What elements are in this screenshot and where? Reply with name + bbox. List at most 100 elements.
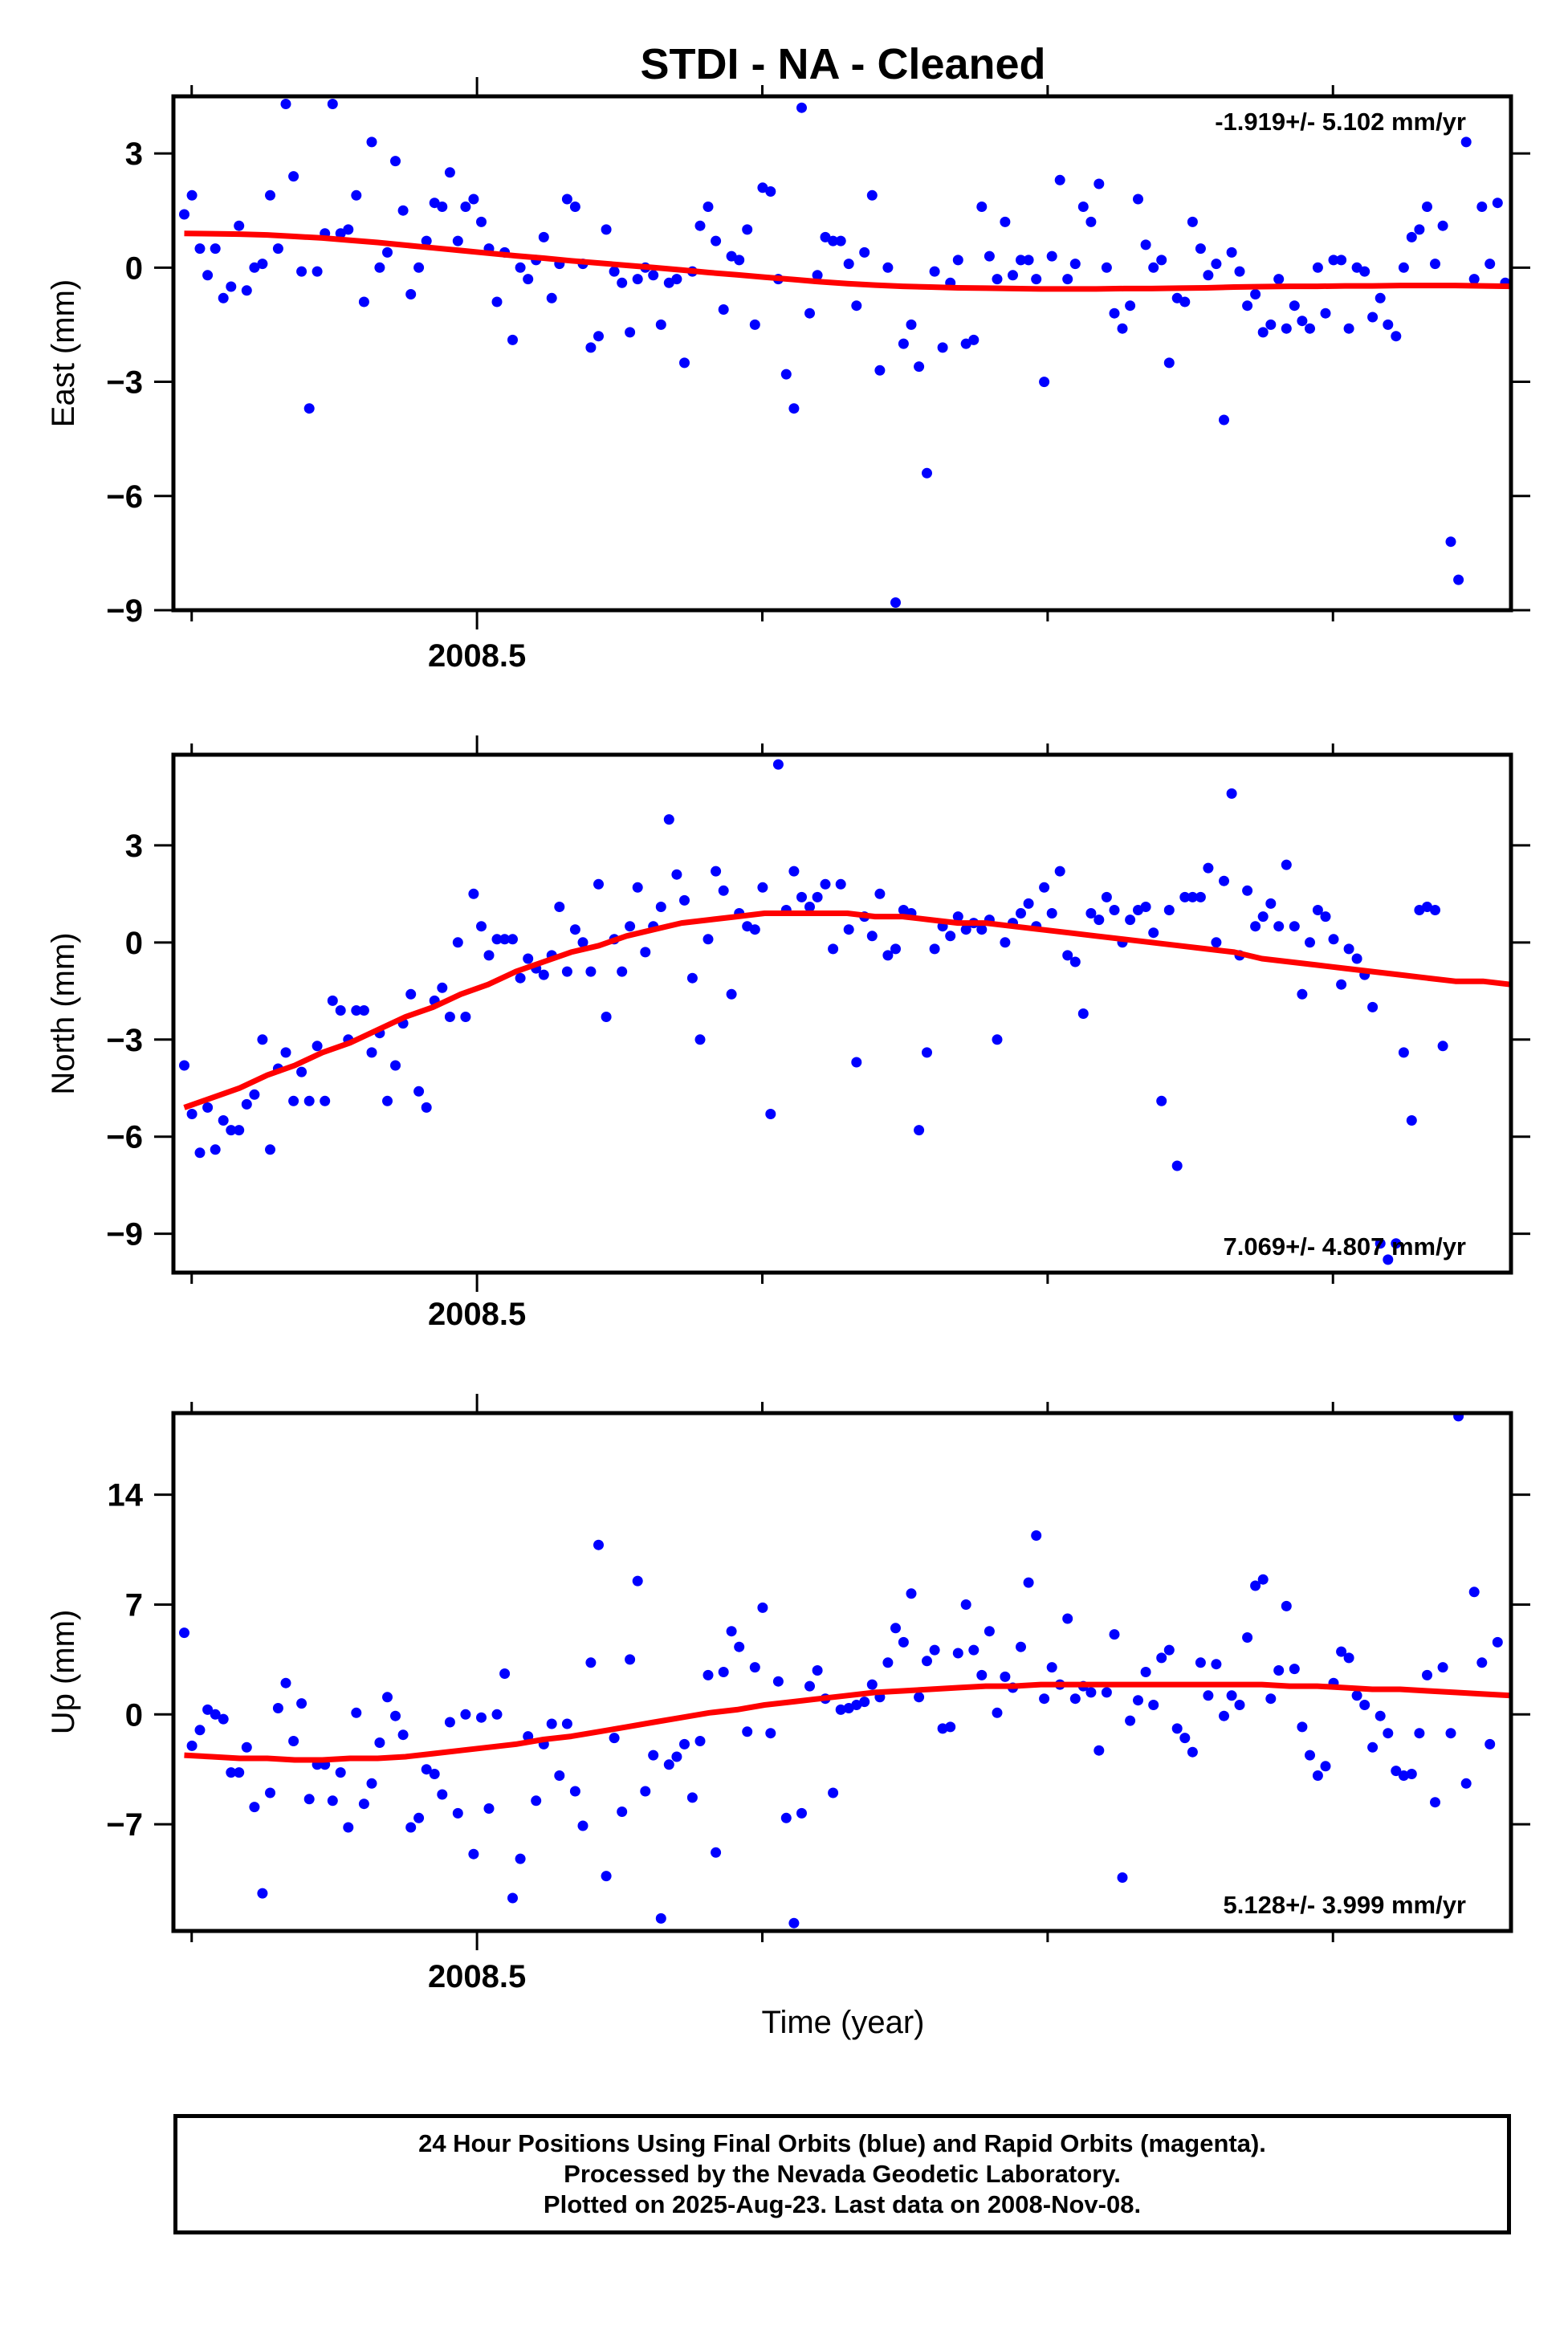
east-data-point [1273, 274, 1285, 285]
east-data-point [1485, 259, 1496, 270]
east-data-point [632, 274, 643, 285]
footer-info-box: 24 Hour Positions Using Final Orbits (bl… [173, 2114, 1511, 2234]
up-data-point [1140, 1667, 1151, 1677]
north-data-point [882, 950, 894, 961]
east-data-point [874, 365, 886, 376]
east-data-point [1101, 262, 1112, 273]
north-data-point [421, 1102, 432, 1113]
up-rate-label: 5.128+/- 3.999 mm/yr [1224, 1891, 1466, 1919]
north-data-point [1140, 902, 1151, 912]
east-y-tick-label: 3 [125, 136, 143, 172]
north-data-point [499, 934, 511, 945]
north-data-point [1219, 875, 1229, 886]
up-data-point [851, 1700, 862, 1710]
north-data-point [796, 891, 807, 902]
up-data-point [694, 1736, 706, 1746]
up-data-point [382, 1692, 393, 1703]
up-data-point [812, 1665, 823, 1676]
up-data-point [437, 1789, 448, 1800]
north-data-point [632, 882, 643, 893]
up-data-point [734, 1641, 745, 1652]
east-data-point [1069, 259, 1081, 270]
north-y-tick-label: −6 [106, 1120, 143, 1155]
north-data-point [241, 1098, 252, 1110]
east-data-point [351, 189, 362, 201]
up-data-point [1359, 1700, 1370, 1710]
up-data-point [835, 1704, 846, 1715]
up-data-point [1085, 1687, 1097, 1698]
up-data-point [1265, 1693, 1277, 1705]
east-data-point [1336, 255, 1347, 266]
east-data-point [1460, 136, 1472, 148]
east-data-point [843, 259, 854, 270]
north-data-point [226, 1125, 237, 1136]
east-data-point [523, 274, 534, 285]
east-data-point [835, 235, 846, 246]
east-data-point [757, 182, 768, 193]
east-data-point [601, 224, 612, 235]
east-data-point [1297, 316, 1308, 327]
north-data-point [593, 878, 604, 890]
east-data-point [1085, 216, 1097, 227]
north-data-point [765, 1109, 776, 1119]
up-data-point [194, 1725, 206, 1736]
east-data-point [734, 255, 745, 266]
up-data-point [663, 1759, 674, 1770]
up-data-point [249, 1802, 260, 1813]
north-data-point [1375, 1238, 1386, 1249]
north-data-point [686, 972, 698, 984]
east-data-point [515, 262, 526, 273]
north-data-point [671, 869, 682, 880]
up-data-point [929, 1644, 940, 1656]
north-data-point [1156, 1095, 1167, 1106]
east-data-point [1445, 536, 1456, 548]
up-data-point [234, 1767, 245, 1778]
east-data-point [296, 266, 307, 277]
east-data-point [194, 243, 206, 255]
east-data-point [303, 403, 315, 414]
north-data-point [1069, 956, 1081, 967]
up-data-point [1500, 0, 1510, 6]
up-data-point [671, 1751, 682, 1762]
east-data-point [859, 246, 870, 258]
up-data-point [460, 1709, 471, 1720]
north-data-point [1367, 1001, 1379, 1012]
east-data-point [1062, 274, 1073, 285]
north-data-point [835, 878, 846, 890]
east-data-point [1359, 266, 1370, 277]
north-data-point [320, 1095, 331, 1106]
east-data-point [1016, 255, 1026, 266]
up-data-point [1305, 1750, 1315, 1761]
up-data-point [593, 1539, 604, 1550]
up-data-point [1257, 1574, 1269, 1585]
up-data-point [679, 1738, 690, 1750]
up-data-point [241, 1741, 252, 1753]
north-data-point [1094, 914, 1105, 926]
east-data-point [1265, 319, 1277, 330]
north-data-point [1039, 882, 1050, 893]
north-data-point [1500, 0, 1510, 6]
east-data-point [882, 262, 894, 273]
up-data-point [945, 1721, 956, 1733]
east-data-point [507, 334, 518, 345]
up-data-point [1422, 1669, 1432, 1680]
up-y-tick-label: 0 [125, 1697, 143, 1733]
up-data-point [984, 1626, 995, 1637]
east-frame [171, 94, 1513, 613]
up-data-point [640, 1786, 651, 1797]
north-data-point [483, 950, 495, 961]
north-data-point [1203, 862, 1214, 874]
east-data-point [812, 270, 823, 281]
east-data-point [405, 289, 417, 299]
north-data-point [1101, 891, 1112, 902]
east-data-point [538, 231, 549, 242]
east-data-point [491, 296, 503, 308]
north-data-point [640, 947, 651, 958]
north-data-point [1351, 953, 1362, 964]
east-data-point [413, 262, 425, 273]
north-data-point [1195, 891, 1206, 902]
north-data-point [1281, 859, 1292, 870]
north-data-point [1257, 911, 1269, 923]
north-data-point [1446, 0, 1456, 6]
up-data-point [1039, 1693, 1050, 1705]
